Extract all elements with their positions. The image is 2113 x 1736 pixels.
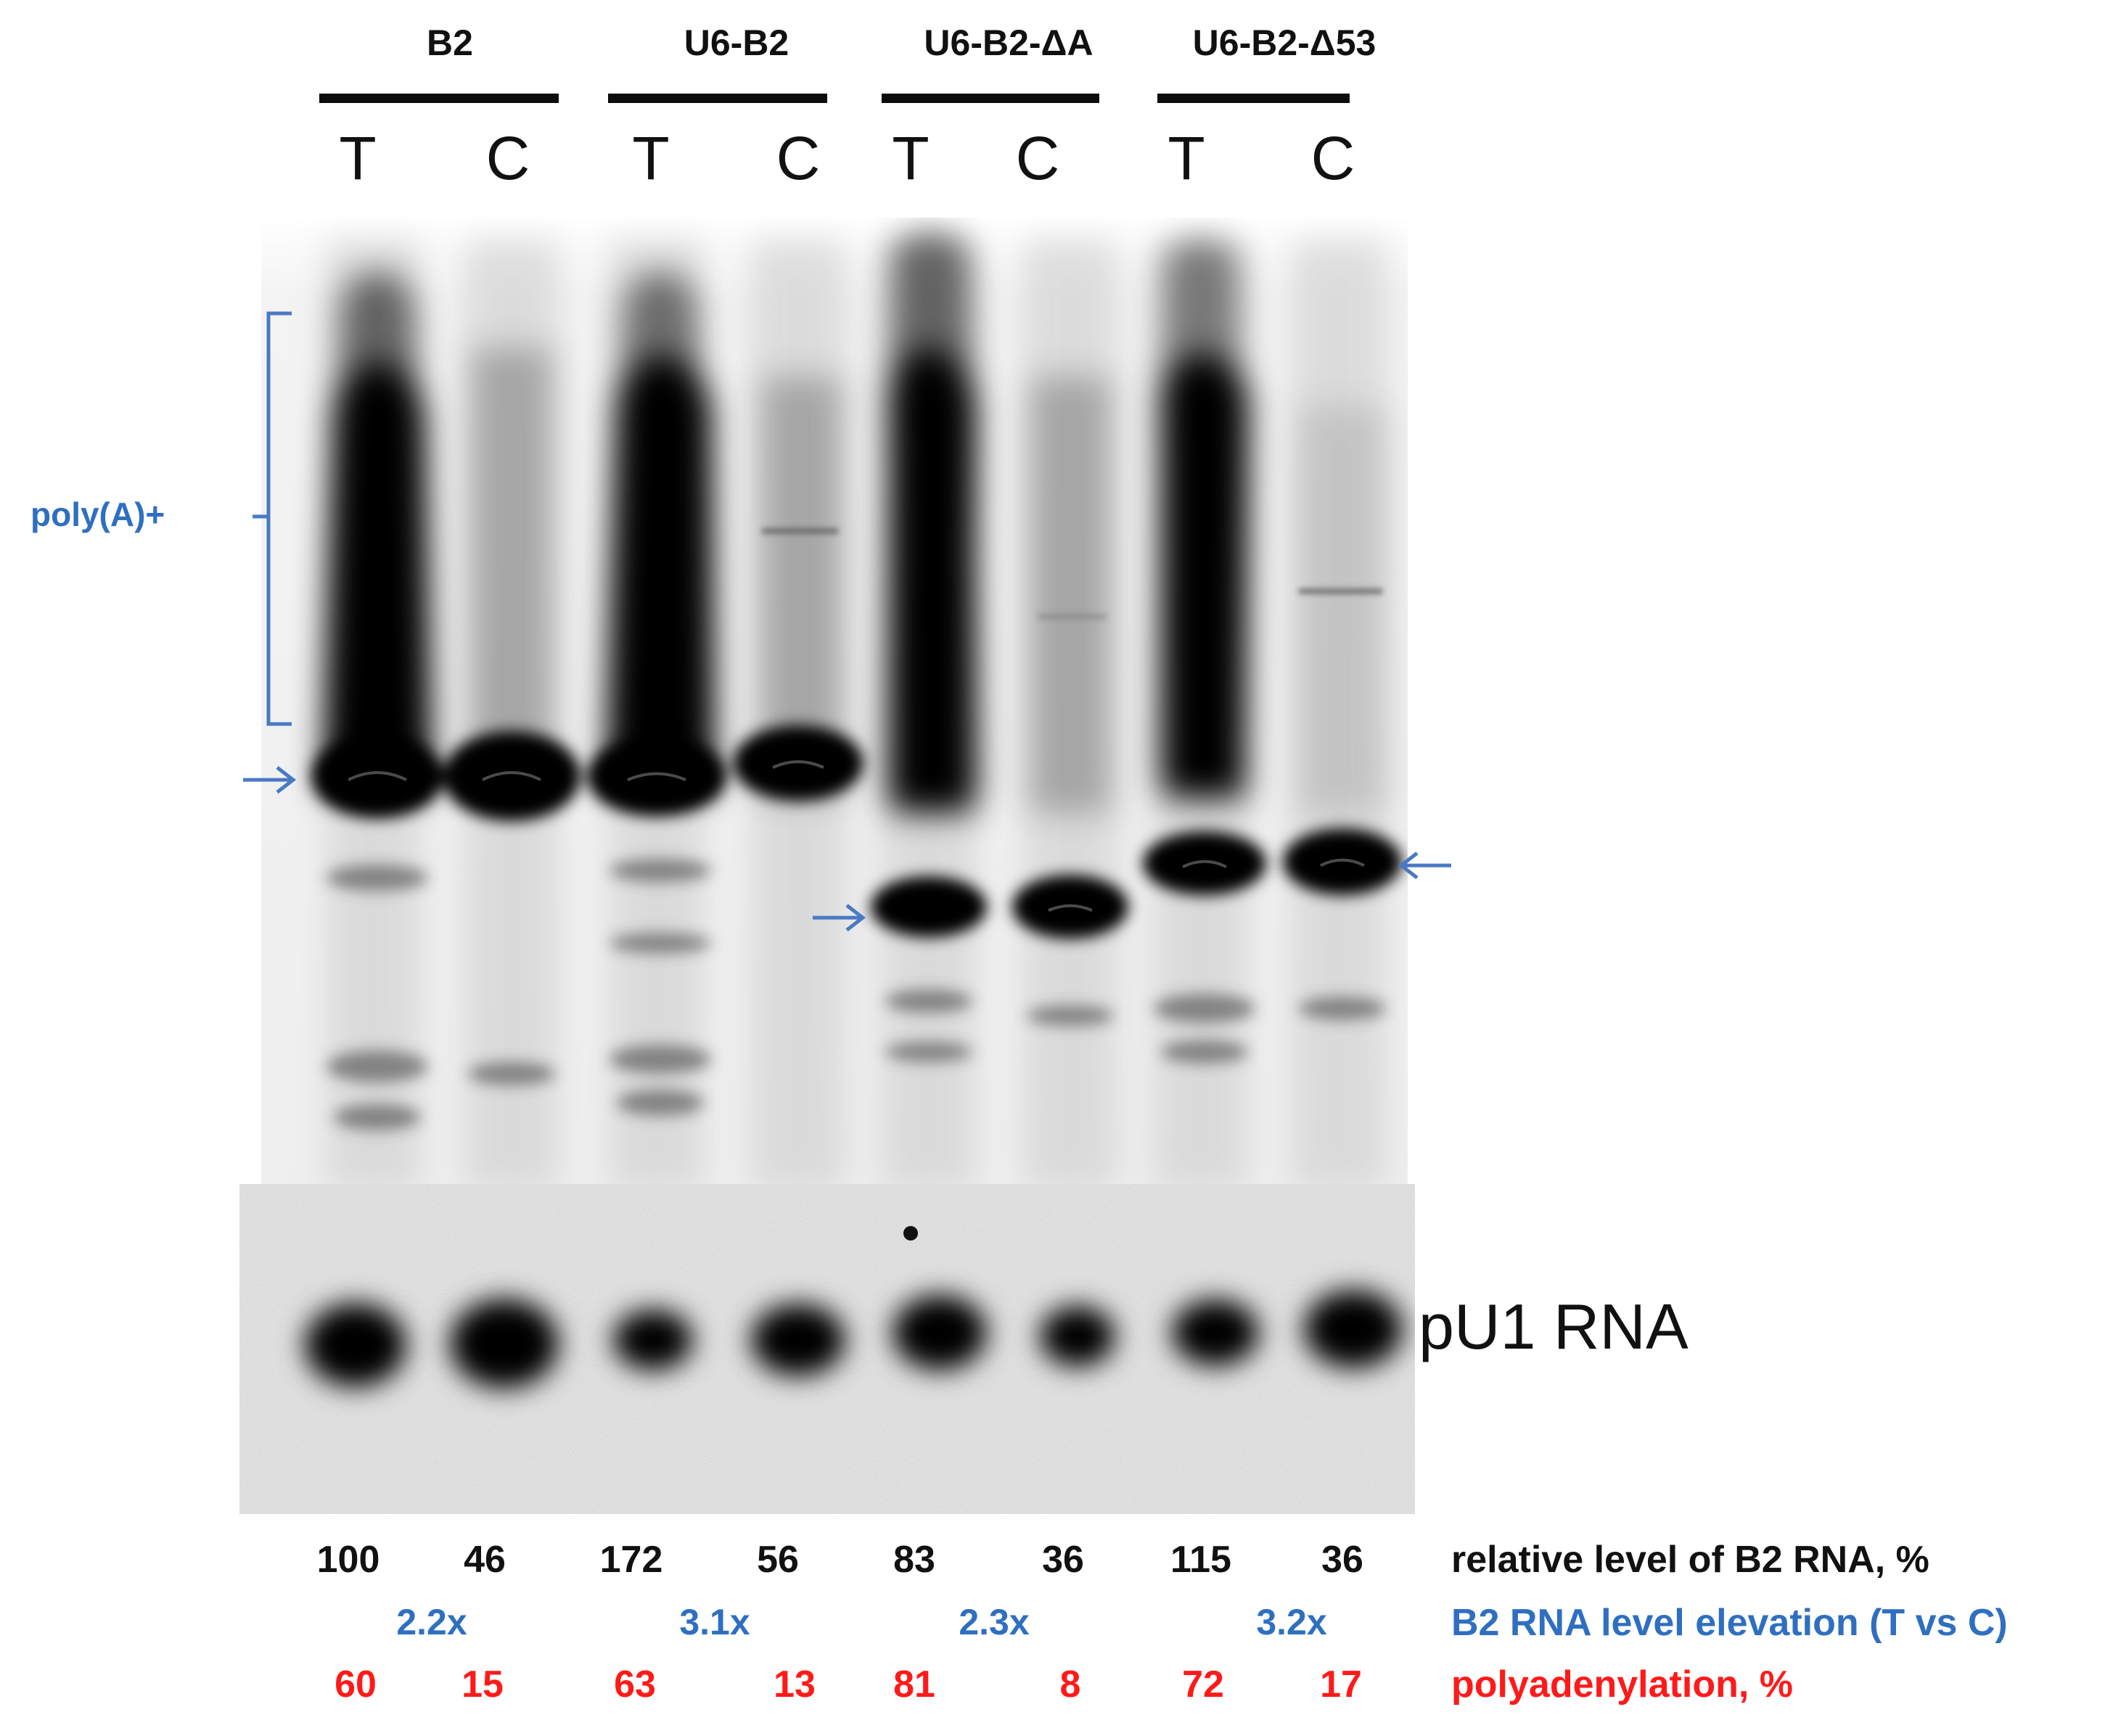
polyadenylation-value: 72 — [1182, 1663, 1224, 1706]
elevation-label: B2 RNA level elevation (T vs C) — [1451, 1602, 2008, 1644]
arrow-right-icon — [813, 904, 866, 931]
arrow-left-icon — [1398, 852, 1451, 879]
group-bar-u6-b2-d53 — [1157, 94, 1350, 103]
group-bar-u6-b2-da — [882, 94, 1099, 103]
relative-level-value: 36 — [1042, 1539, 1084, 1581]
lane-label-2: C — [485, 124, 530, 192]
relative-level-label: relative level of B2 RNA, % — [1451, 1539, 1929, 1581]
lane-label-8: C — [1310, 124, 1355, 192]
polyadenylation-label: polyadenylation, % — [1451, 1663, 1793, 1706]
relative-level-value: 83 — [893, 1539, 935, 1581]
relative-level-value: 36 — [1321, 1539, 1363, 1581]
gel-loading-control-panel — [239, 1184, 1415, 1514]
elevation-value: 3.1x — [679, 1602, 750, 1642]
group-label-u6-b2-d53: U6-B2-Δ53 — [1192, 22, 1376, 63]
polyadenylation-value: 15 — [461, 1663, 504, 1706]
lane-label-7: T — [1168, 124, 1205, 192]
relative-level-value: 172 — [599, 1539, 663, 1581]
lane-label-3: T — [632, 124, 670, 192]
polyadenylation-value: 17 — [1320, 1663, 1362, 1706]
polyadenylation-value: 13 — [774, 1663, 816, 1706]
gel-main-panel — [261, 218, 1408, 1190]
group-label-u6-b2: U6-B2 — [684, 22, 789, 63]
polyadenylation-value: 81 — [893, 1663, 935, 1706]
group-bar-u6-b2 — [608, 94, 827, 103]
lane-label-5: T — [892, 124, 930, 192]
polya-bracket — [253, 311, 292, 726]
polyadenylation-value: 63 — [614, 1663, 656, 1706]
elevation-value: 2.2x — [396, 1602, 467, 1642]
lane-label-1: T — [339, 124, 377, 192]
arrow-right-icon — [243, 766, 297, 794]
relative-level-value: 100 — [316, 1539, 380, 1581]
relative-level-value: 115 — [1170, 1539, 1231, 1581]
lane-label-4: C — [776, 124, 821, 192]
polyadenylation-value: 60 — [335, 1663, 377, 1706]
elevation-value: 3.2x — [1256, 1602, 1327, 1642]
group-label-b2: B2 — [427, 22, 473, 63]
relative-level-value: 46 — [464, 1539, 506, 1581]
group-label-u6-b2-da: U6-B2-ΔA — [924, 22, 1094, 63]
lane-label-6: C — [1015, 124, 1060, 192]
loading-control-label: pU1 RNA — [1419, 1291, 1689, 1362]
elevation-value: 2.3x — [959, 1602, 1030, 1642]
relative-level-value: 56 — [757, 1539, 799, 1581]
group-bar-b2 — [319, 94, 559, 103]
polyadenylation-value: 8 — [1059, 1663, 1081, 1706]
polya-label: poly(A)+ — [30, 495, 165, 533]
